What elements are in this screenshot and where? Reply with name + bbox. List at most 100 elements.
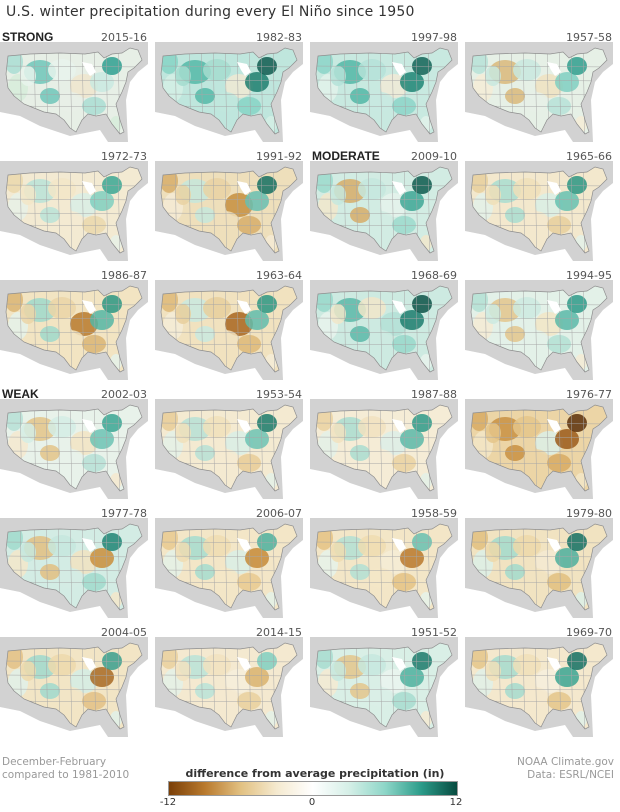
map-panel[interactable]: 2004-05 [0,625,155,744]
us-outline [160,404,298,492]
great-lakes [237,181,251,195]
state-boundary [272,643,276,729]
precip-anomaly-region [257,414,277,432]
map-panel[interactable]: 1951-52 [310,625,465,744]
map-panel[interactable]: 1982-83 [155,30,310,149]
map-panel[interactable]: 1972-73 [0,149,155,268]
precip-anomaly-region [90,429,114,449]
legend-max-label: 12 [449,797,463,808]
map-panel[interactable]: MODERATE 2009-10 [310,149,465,268]
precip-anomaly-region [485,661,501,681]
map-panel[interactable]: 1953-54 [155,387,310,506]
map-panel[interactable]: 2014-15 [155,625,310,744]
map-panel[interactable]: 1963-64 [155,268,310,387]
year-label: 1951-52 [411,626,457,639]
map-panel[interactable]: 1957-58 [465,30,620,149]
us-outline [160,642,298,730]
precip-anomaly-region [513,654,541,676]
precip-anomaly-region [40,207,60,223]
great-lakes [82,181,96,195]
map-panel[interactable]: WEAK 2002-03 [0,387,155,506]
precip-anomaly-region [400,667,424,687]
us-outline [470,285,608,373]
state-boundary [6,317,142,320]
map-panel[interactable]: 1986-87 [0,268,155,387]
year-label: 1994-95 [566,269,612,282]
precip-anomaly-region [366,211,394,231]
precip-anomaly-region [485,542,501,562]
state-boundary [471,660,607,663]
state-boundary [161,303,297,306]
state-boundary [471,79,607,82]
map-panel[interactable]: 1969-70 [465,625,620,744]
great-lakes [392,181,406,195]
precip-anomaly-region [392,692,416,710]
state-boundary [224,643,228,729]
precip-anomaly-region [82,97,106,115]
state-boundary [582,405,586,491]
category-label: STRONG [2,30,54,44]
precip-anomaly-region [521,211,549,231]
great-lakes [82,419,96,433]
precip-anomaly-region [82,454,106,472]
state-boundary [6,555,142,558]
precip-map [310,280,458,380]
map-panel[interactable]: 1994-95 [465,268,620,387]
precip-anomaly-region [330,304,346,324]
map-panel[interactable]: 1987-88 [310,387,465,506]
precip-anomaly-region [245,667,269,687]
state-boundary [69,524,73,610]
precip-anomaly-region [195,326,215,342]
precip-anomaly-region [567,533,587,551]
state-boundary [534,167,538,253]
precip-anomaly-region [257,57,277,75]
state-boundary [6,541,142,544]
state-boundary [69,48,73,134]
state-boundary [379,405,383,491]
precip-anomaly-region [56,449,84,469]
precip-anomaly-region [567,295,587,313]
state-boundary [161,184,297,187]
state-boundary [316,674,452,677]
year-label: 2004-05 [101,626,147,639]
precip-anomaly-region [358,654,386,676]
state-boundary [316,317,452,320]
precip-anomaly-region [175,304,191,324]
map-row: 1972-73 1991-92 MODERATE 2009-10 1965-66 [0,149,620,268]
precip-map [465,280,613,380]
precip-anomaly-region [203,416,231,438]
state-boundary [117,405,121,491]
great-lakes [392,538,406,552]
map-panel[interactable]: 1976-77 [465,387,620,506]
map-panel[interactable]: 1977-78 [0,506,155,625]
precip-anomaly-region [521,330,549,350]
map-panel[interactable]: 1979-80 [465,506,620,625]
us-outline [470,523,608,611]
map-row: WEAK 2002-03 1953-54 1987-88 1976-77 [0,387,620,506]
precip-anomaly-region [245,429,269,449]
great-lakes [82,538,96,552]
map-panel[interactable]: 1997-98 [310,30,465,149]
state-boundary [471,555,607,558]
us-outline [160,166,298,254]
precip-anomaly-region [245,72,269,92]
year-label: 1969-70 [566,626,612,639]
precip-anomaly-region [547,216,571,234]
precip-anomaly-region [555,548,579,568]
map-panel[interactable]: 1965-66 [465,149,620,268]
state-boundary [6,303,142,306]
state-boundary [69,167,73,253]
state-boundary [427,643,431,729]
precip-anomaly-region [555,429,579,449]
us-outline [160,285,298,373]
map-panel[interactable]: STRONG 2015-16 [0,30,155,149]
year-label: 2006-07 [256,507,302,520]
us-outline [315,642,453,730]
map-panel[interactable]: 1958-59 [310,506,465,625]
map-panel[interactable]: 2006-07 [155,506,310,625]
precip-anomaly-region [90,667,114,687]
map-panel[interactable]: 1968-69 [310,268,465,387]
precip-anomaly-region [237,573,261,591]
precip-anomaly-region [40,326,60,342]
map-panel[interactable]: 1991-92 [155,149,310,268]
